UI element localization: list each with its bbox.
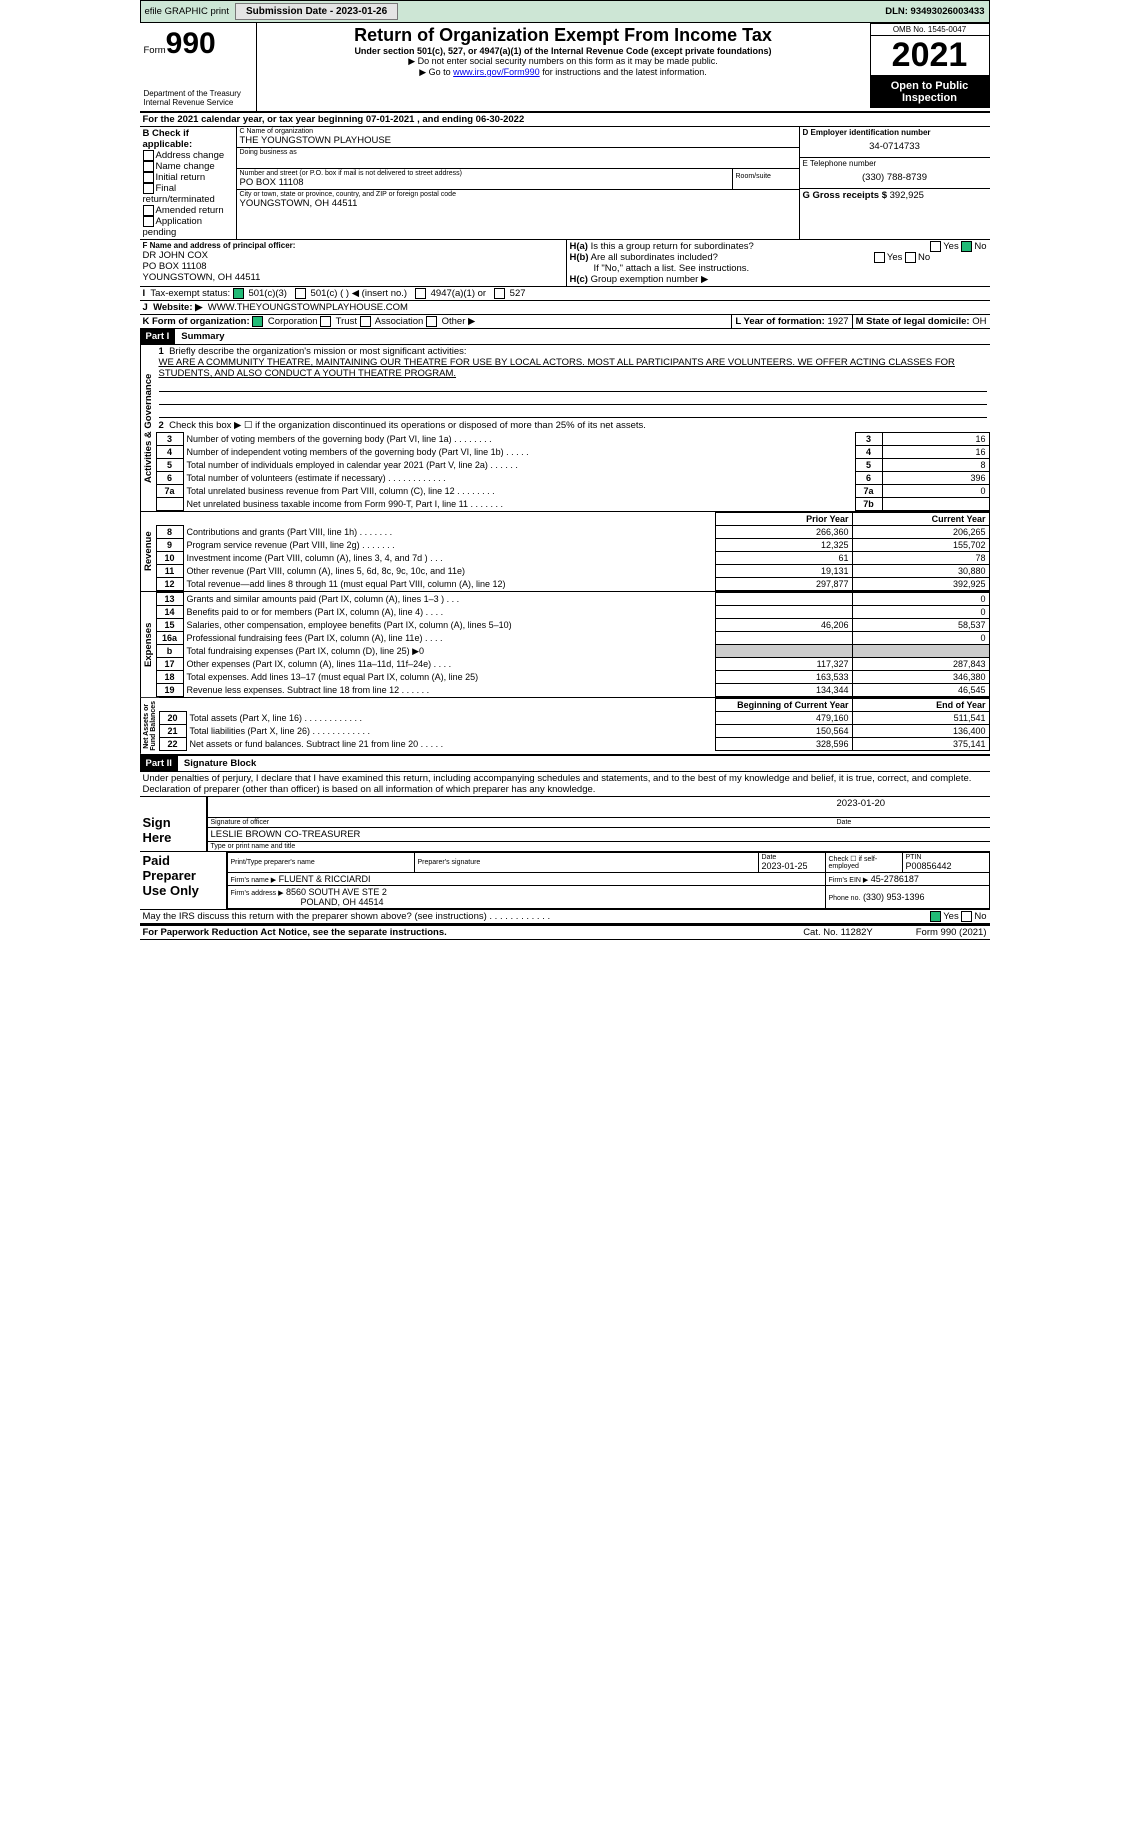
l-lbl: L Year of formation:	[735, 316, 824, 327]
tab-na: Net Assets or Fund Balances	[140, 698, 159, 754]
f-name: DR JOHN COX	[143, 250, 563, 261]
hb: Are all subordinates included?	[591, 252, 718, 263]
line-a: For the 2021 calendar year, or tax year …	[140, 113, 990, 127]
submission-date: Submission Date - 2023-01-26	[235, 3, 398, 20]
room-lbl: Room/suite	[736, 173, 771, 180]
dln: DLN: 93493026003433	[885, 6, 984, 17]
omb: OMB No. 1545-0047	[870, 23, 990, 35]
pra: For Paperwork Reduction Act Notice, see …	[140, 926, 801, 939]
b-opt[interactable]: Name change	[143, 161, 233, 172]
penalties: Under penalties of perjury, I declare th…	[140, 772, 990, 797]
p1-ttl: Summary	[175, 329, 230, 344]
hc: Group exemption number ▶	[591, 274, 709, 285]
typ: Type or print name and title	[208, 842, 990, 851]
m-lbl: M State of legal domicile:	[856, 316, 970, 327]
may: May the IRS discuss this return with the…	[140, 910, 928, 923]
form-word: Form	[144, 45, 166, 56]
sub3b: for instructions and the latest informat…	[540, 67, 707, 77]
sigof: Signature of officer	[208, 818, 834, 827]
insp: Inspection	[902, 92, 957, 104]
i-lbl: Tax-exempt status:	[150, 288, 230, 299]
ein: 34-0714733	[803, 137, 987, 156]
b-title: B Check if applicable:	[143, 128, 233, 150]
b-opt[interactable]: Final return/terminated	[143, 183, 233, 205]
gross: 392,925	[890, 190, 924, 201]
form-title: Return of Organization Exempt From Incom…	[261, 25, 866, 46]
efile-label: efile GRAPHIC print	[145, 6, 229, 17]
hbn: If "No," attach a list. See instructions…	[570, 263, 987, 274]
dba-lbl: Doing business as	[240, 149, 796, 156]
b-opt[interactable]: Amended return	[143, 205, 233, 216]
tab-ex: Expenses	[140, 592, 156, 697]
top-bar: efile GRAPHIC print Submission Date - 20…	[140, 0, 990, 23]
b-opt[interactable]: Address change	[143, 150, 233, 161]
cat: Cat. No. 11282Y	[800, 926, 876, 939]
g-lbl: G Gross receipts $	[803, 190, 887, 201]
city: YOUNGSTOWN, OH 44511	[240, 198, 796, 209]
sdate: 2023-01-20	[834, 797, 990, 817]
b-opt[interactable]: Application pending	[143, 216, 233, 238]
sub1: Under section 501(c), 527, or 4947(a)(1)…	[261, 46, 866, 56]
sub3a: ▶ Go to	[419, 67, 453, 77]
tax-year: 2021	[870, 35, 990, 76]
paid: Paid Preparer Use Only	[140, 852, 226, 909]
irs-link[interactable]: www.irs.gov/Form990	[453, 67, 540, 77]
signer: LESLIE BROWN CO-TREASURER	[208, 828, 990, 842]
l1: Briefly describe the organization's miss…	[169, 346, 467, 357]
city-lbl: City or town, state or province, country…	[240, 191, 796, 198]
f-a2: YOUNGSTOWN, OH 44511	[143, 272, 563, 283]
f-a1: PO BOX 11108	[143, 261, 563, 272]
d-lbl: D Employer identification number	[803, 128, 987, 137]
tab-ag: Activities & Governance	[140, 345, 156, 511]
ff: Form 990 (2021)	[876, 926, 990, 939]
b-opt[interactable]: Initial return	[143, 172, 233, 183]
open: Open to Public	[891, 80, 969, 92]
org-name: THE YOUNGSTOWN PLAYHOUSE	[240, 135, 796, 146]
tab-rv: Revenue	[140, 512, 156, 591]
c-lbl: C Name of organization	[240, 128, 796, 135]
sub2: ▶ Do not enter social security numbers o…	[261, 56, 866, 67]
l2: Check this box ▶ ☐ if the organization d…	[169, 420, 646, 431]
irs: Internal Revenue Service	[144, 98, 252, 107]
p2-hdr: Part II	[140, 756, 178, 771]
p1-hdr: Part I	[140, 329, 176, 344]
k-lbl: K Form of organization:	[143, 316, 250, 327]
sign-here: Sign Here	[140, 797, 206, 851]
j-lbl: Website: ▶	[153, 302, 202, 313]
p2-ttl: Signature Block	[178, 756, 262, 771]
e-lbl: E Telephone number	[803, 159, 987, 168]
mission: WE ARE A COMMUNITY THEATRE, MAINTAINING …	[159, 357, 955, 379]
form-header: Form990 Department of the Treasury Inter…	[140, 23, 990, 113]
form-number: 990	[166, 27, 216, 60]
f-lbl: F Name and address of principal officer:	[143, 241, 563, 250]
addr: PO BOX 11108	[240, 177, 729, 188]
addr-lbl: Number and street (or P.O. box if mail i…	[240, 170, 729, 177]
ha: Is this a group return for subordinates?	[591, 241, 754, 252]
phone: (330) 788-8739	[803, 168, 987, 187]
website: WWW.THEYOUNGSTOWNPLAYHOUSE.COM	[208, 302, 408, 313]
dept: Department of the Treasury	[144, 89, 252, 98]
